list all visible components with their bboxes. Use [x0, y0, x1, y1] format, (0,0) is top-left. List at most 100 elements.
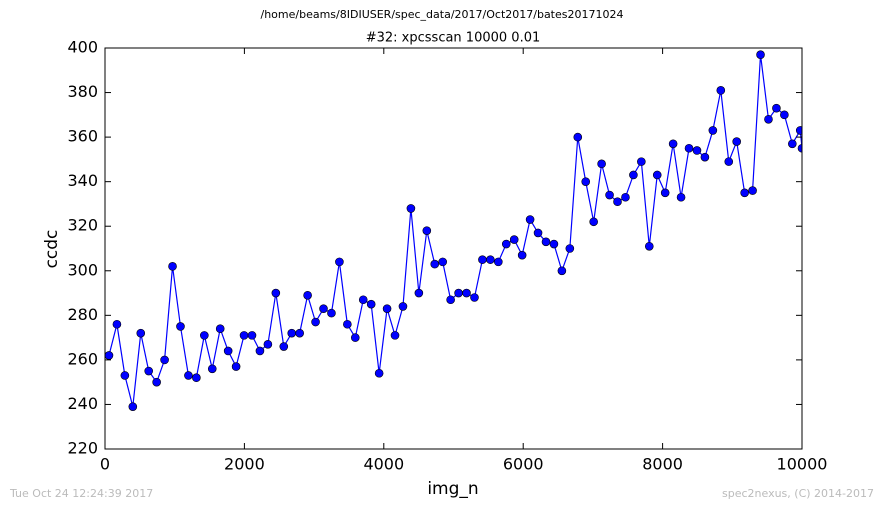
data-point	[652, 170, 662, 180]
data-point	[501, 239, 511, 249]
data-point	[398, 302, 408, 311]
data-point	[128, 402, 138, 411]
data-line	[108, 54, 802, 407]
y-tick-label: 280	[67, 305, 98, 324]
data-point	[279, 342, 289, 351]
data-point	[200, 331, 209, 340]
suptitle: /home/beams/8IDIUSER/spec_data/2017/Oct2…	[261, 8, 624, 21]
data-point	[724, 157, 734, 166]
x-tick-label: 6000	[503, 455, 544, 474]
data-point	[557, 266, 567, 276]
data-point	[207, 364, 217, 374]
footer-left: Tue Oct 24 12:24:39 2017	[9, 487, 153, 500]
data-point	[676, 192, 686, 202]
data-point	[231, 362, 241, 371]
data-point	[438, 257, 447, 267]
x-tick-label: 8000	[642, 455, 683, 474]
data-point	[581, 177, 591, 186]
x-tick-label: 2000	[224, 455, 265, 474]
data-point	[605, 190, 614, 200]
data-point	[478, 255, 487, 264]
data-point	[112, 319, 122, 329]
data-point	[517, 250, 527, 260]
data-point	[541, 237, 551, 247]
data-point	[533, 228, 543, 238]
y-tick-label: 220	[67, 439, 98, 458]
data-point	[692, 146, 702, 155]
data-point	[621, 192, 630, 202]
data-point	[462, 288, 471, 298]
data-point	[239, 331, 249, 340]
data-point	[168, 262, 177, 271]
x-tick-label: 4000	[363, 455, 404, 474]
data-point	[470, 293, 479, 302]
data-point	[120, 371, 130, 380]
data-point	[700, 152, 710, 162]
data-point	[549, 239, 559, 249]
data-point	[223, 346, 233, 356]
data-point	[748, 186, 757, 195]
y-tick-label: 320	[67, 216, 98, 235]
data-point	[192, 373, 201, 383]
y-tick-label: 400	[67, 38, 98, 57]
plot-area	[105, 50, 802, 411]
data-point	[660, 188, 670, 198]
data-point	[414, 288, 424, 298]
data-point	[795, 126, 802, 135]
data-point	[797, 143, 802, 153]
data-point	[303, 290, 312, 300]
data-point	[374, 368, 384, 378]
data-point	[509, 235, 519, 244]
data-point	[637, 157, 646, 166]
data-point	[343, 319, 352, 329]
data-point	[764, 114, 773, 124]
x-tick-label: 0	[100, 455, 110, 474]
data-point	[366, 299, 376, 309]
data-point	[255, 346, 265, 356]
y-axis-label: ccdc	[42, 230, 62, 269]
data-point	[152, 377, 161, 387]
data-point	[772, 103, 781, 113]
data-point	[184, 371, 193, 380]
data-point	[780, 110, 789, 120]
data-point	[644, 241, 654, 251]
data-point	[311, 317, 320, 327]
data-point	[486, 255, 495, 264]
data-point	[525, 215, 535, 224]
y-tick-label: 300	[67, 260, 98, 279]
data-point	[732, 137, 741, 146]
data-point	[358, 295, 368, 305]
data-point	[160, 355, 169, 365]
data-point	[176, 322, 185, 331]
data-point	[327, 308, 336, 318]
y-tick-label: 380	[67, 82, 98, 101]
data-point	[144, 366, 154, 376]
data-point	[668, 139, 678, 149]
data-point	[382, 304, 392, 313]
y-tick-label: 360	[67, 127, 98, 146]
data-point	[263, 339, 273, 349]
data-point	[494, 257, 503, 267]
data-point	[271, 288, 281, 298]
data-point	[247, 331, 257, 340]
data-point	[335, 257, 344, 267]
data-point	[788, 139, 797, 149]
data-point	[350, 333, 360, 342]
footer-right: spec2nexus, (C) 2014-2017	[722, 487, 874, 500]
data-point	[422, 226, 432, 235]
chart-title: #32: xpcsscan 10000 0.01	[366, 31, 541, 46]
data-point	[105, 351, 114, 360]
data-point	[136, 328, 146, 338]
data-point	[573, 132, 583, 142]
data-point	[684, 143, 694, 153]
x-tick-label: 10000	[777, 455, 828, 474]
data-point	[629, 170, 638, 180]
data-point	[756, 50, 765, 59]
y-tick-label: 240	[67, 394, 98, 413]
data-point	[446, 295, 455, 305]
data-point	[740, 188, 749, 198]
data-group	[105, 50, 802, 411]
data-point	[716, 86, 726, 95]
data-point	[295, 328, 304, 338]
